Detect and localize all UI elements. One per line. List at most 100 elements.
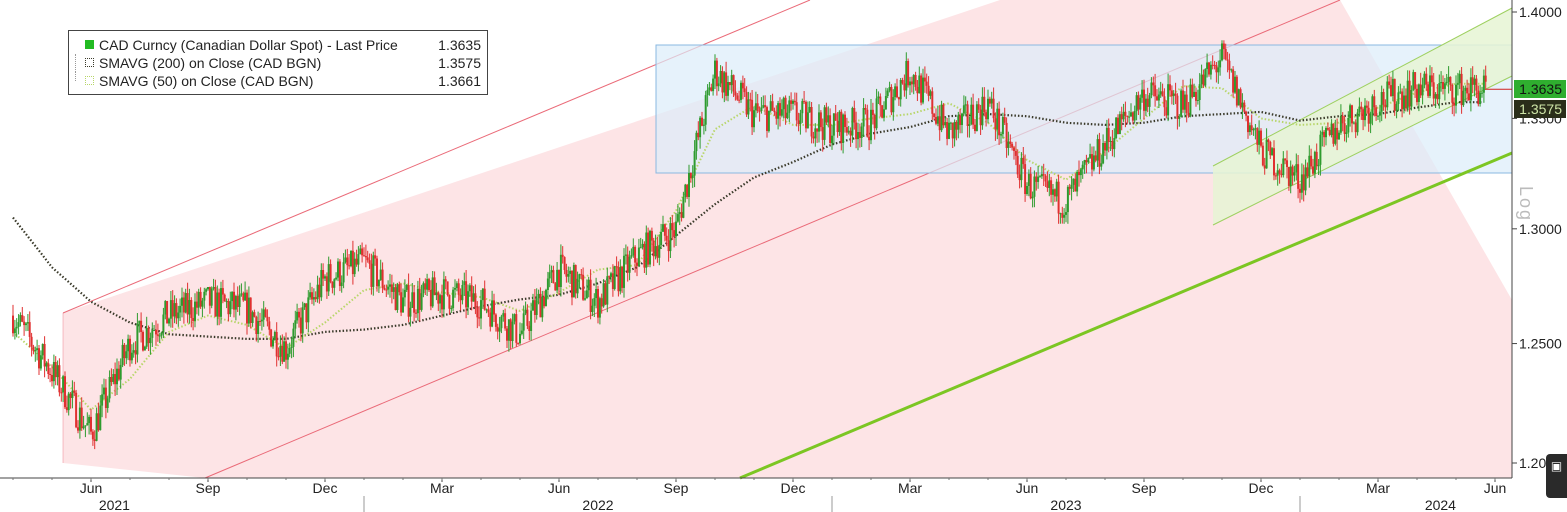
x-month-label: Sep xyxy=(664,480,689,496)
y-tick-label: 1.3000 xyxy=(1519,221,1562,237)
price-candle-body xyxy=(610,273,612,277)
legend-tree-connector xyxy=(75,54,84,72)
price-candle-body xyxy=(528,325,531,331)
price-candle-body xyxy=(381,269,384,289)
price-candle-body xyxy=(62,376,65,393)
price-candle-body xyxy=(134,350,137,355)
price-candle-body xyxy=(481,288,484,301)
chart-legend[interactable]: CAD Curncy (Canadian Dollar Spot) - Last… xyxy=(68,30,488,95)
x-year-label: 2022 xyxy=(582,497,613,512)
price-candle-body xyxy=(896,86,898,98)
price-candle-body xyxy=(77,427,79,431)
price-candle-body xyxy=(1336,127,1339,140)
price-candle-body xyxy=(270,329,273,347)
price-candle-body xyxy=(56,365,59,378)
price-candle-body xyxy=(1315,151,1318,167)
price-candle-body xyxy=(866,109,869,137)
price-candle-body xyxy=(208,287,211,306)
price-candle-body xyxy=(181,297,183,306)
price-candle-body xyxy=(1005,122,1008,148)
price-candle-body xyxy=(1228,60,1231,71)
price-candle-body xyxy=(706,89,709,96)
price-candle-body xyxy=(1395,103,1398,111)
price-candle-body xyxy=(242,293,245,301)
price-candle-body xyxy=(650,230,653,241)
price-candle-body xyxy=(1468,93,1470,101)
price-candle-body xyxy=(1027,173,1030,186)
price-candle-body xyxy=(812,136,815,139)
price-candle-body xyxy=(1254,128,1257,130)
price-candle-body xyxy=(1455,84,1457,106)
price-candle-body xyxy=(54,362,57,378)
price-candle-body xyxy=(886,90,889,96)
price-candle-body xyxy=(688,173,690,197)
price-candle-body xyxy=(1157,94,1160,101)
price-candle-body xyxy=(1204,69,1207,86)
green-channel-upper-line xyxy=(1212,7,1513,167)
price-candle-body xyxy=(34,350,37,352)
price-candle-body xyxy=(1260,130,1262,146)
price-candle-body xyxy=(819,112,822,128)
price-candle-body xyxy=(979,109,982,126)
price-candle-body xyxy=(472,293,475,302)
price-candle-body xyxy=(938,116,941,131)
price-candle-body xyxy=(1473,78,1476,85)
price-candle-body xyxy=(1380,92,1383,112)
price-candle-body xyxy=(1126,115,1129,117)
price-candle-body xyxy=(60,392,63,394)
x-year-label: 2023 xyxy=(1050,497,1081,512)
price-candle-body xyxy=(353,258,356,275)
legend-row-sma200[interactable]: SMAVG (200) on Close (CAD BGN) 1.3575 xyxy=(75,54,481,72)
log-scale-label[interactable]: Log xyxy=(1516,186,1536,223)
price-candle-body xyxy=(1252,129,1255,131)
price-candle-body xyxy=(519,333,521,344)
price-candle-body xyxy=(121,344,124,365)
price-candle-body xyxy=(580,274,583,276)
price-candle-body xyxy=(439,295,442,304)
price-candle-body xyxy=(1009,141,1012,144)
price-candle-body xyxy=(1466,87,1469,94)
price-candle-body xyxy=(1234,76,1236,93)
price-candle-body xyxy=(953,122,956,139)
price-candle-body xyxy=(1278,170,1281,174)
price-candle-body xyxy=(801,101,804,114)
price-candle-body xyxy=(1364,105,1366,121)
price-candle-body xyxy=(1401,91,1404,110)
price-candle-body xyxy=(268,321,271,330)
price-candle-body xyxy=(576,278,579,294)
price-candle-body xyxy=(806,112,809,129)
price-candle-body xyxy=(1141,89,1144,98)
price-candle-body xyxy=(1302,174,1305,191)
price-candle-body xyxy=(184,293,187,313)
price-candle-body xyxy=(142,332,144,351)
price-candle-body xyxy=(1068,186,1071,189)
price-candle-body xyxy=(1096,139,1099,161)
price-candle-body xyxy=(814,128,817,139)
price-candle-body xyxy=(727,82,729,96)
price-candle-body xyxy=(366,257,369,261)
price-candle-body xyxy=(1460,73,1463,106)
price-candle-body xyxy=(689,173,692,179)
price-candle-body xyxy=(636,262,638,266)
price-candle-body xyxy=(773,110,776,113)
price-candle-body xyxy=(363,255,365,257)
price-candle-body xyxy=(944,122,947,126)
price-candle-body xyxy=(818,112,820,132)
price-candle-body xyxy=(539,293,542,318)
price-candle-body xyxy=(541,296,544,318)
price-candle-body xyxy=(753,110,755,128)
price-candle-body xyxy=(602,283,605,307)
expand-icon[interactable]: ▣ xyxy=(1546,454,1567,498)
y-tick-label: 1.4000 xyxy=(1519,4,1562,20)
price-candle-body xyxy=(808,107,811,113)
price-candle-body xyxy=(28,322,31,337)
price-candle-body xyxy=(788,100,791,113)
price-candle-body xyxy=(858,132,861,138)
price-candle-body xyxy=(52,362,55,382)
price-candle-body xyxy=(240,293,243,295)
price-candle-body xyxy=(1087,158,1090,163)
legend-row-last-price[interactable]: CAD Curncy (Canadian Dollar Spot) - Last… xyxy=(75,36,481,54)
price-candle-body xyxy=(1107,127,1110,142)
price-candle-body xyxy=(1063,214,1066,218)
legend-row-sma50[interactable]: SMAVG (50) on Close (CAD BGN) 1.3661 xyxy=(75,72,481,90)
